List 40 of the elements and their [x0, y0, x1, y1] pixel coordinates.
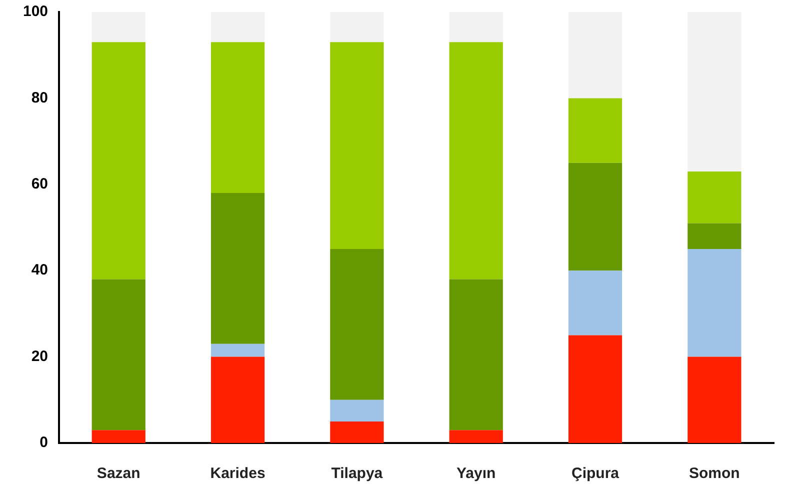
bar [449, 430, 503, 443]
bar [449, 42, 503, 280]
bar [688, 12, 742, 172]
bar [568, 270, 622, 336]
bar [449, 279, 503, 430]
bar [688, 223, 742, 250]
bar [568, 335, 622, 443]
y-tick-label: 100 [22, 3, 48, 20]
bar [210, 193, 265, 344]
bar [92, 430, 146, 443]
bar [568, 98, 622, 163]
bar [568, 12, 622, 98]
bar [449, 12, 503, 42]
bar [210, 42, 265, 194]
x-tick-label: Yayın [456, 465, 496, 482]
y-tick-label: 60 [31, 176, 48, 193]
bar [330, 12, 384, 42]
bar [568, 162, 622, 271]
y-tick-label: 0 [40, 434, 48, 452]
bar [210, 356, 265, 443]
bar [210, 12, 265, 42]
bar [210, 344, 265, 357]
bar [688, 356, 742, 443]
bar [92, 12, 146, 42]
x-tick-label: Sazan [96, 465, 140, 482]
bar [330, 421, 384, 443]
y-tick-label: 40 [31, 262, 48, 279]
y-tick-label: 80 [31, 89, 48, 106]
x-tick-label: Tilapya [331, 465, 384, 482]
bar [330, 249, 384, 400]
y-tick-label: 20 [31, 348, 48, 365]
bar [688, 171, 742, 224]
bar [92, 42, 146, 280]
x-tick-label: Çipura [572, 465, 620, 482]
x-tick-label: Karides [210, 465, 266, 482]
bar [688, 249, 742, 357]
bar [92, 279, 146, 430]
bar [330, 400, 384, 422]
bar [330, 42, 384, 250]
x-tick-label: Somon [688, 465, 740, 482]
